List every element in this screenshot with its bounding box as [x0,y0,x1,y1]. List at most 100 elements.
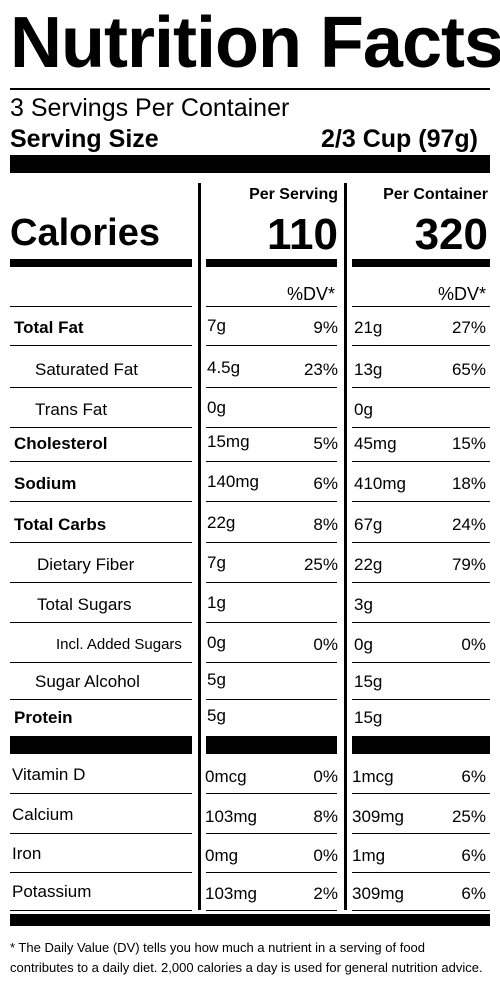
container-dv: 25% [451,807,486,826]
container-amount: 15g [354,672,383,691]
container-dv: 0% [461,635,486,654]
container-amount: 15g [354,708,383,727]
container-dv: 79% [451,555,486,574]
container-dv: 65% [451,360,486,379]
row-divider [10,872,192,873]
row-divider [352,501,490,502]
row-divider [10,699,192,700]
nutrient-label: Cholesterol [14,434,108,453]
nutrient-label: Total Carbs [14,515,107,534]
serving-dv: 8% [313,807,338,826]
serving-amount: 15mg [207,432,250,451]
serving-amount: 0g [207,633,226,652]
per-serving-header: Per Serving [249,186,338,203]
serving-dv: 5% [313,434,338,453]
serving-dv: 23% [303,360,338,379]
container-amount: 1mcg [352,767,394,786]
row-divider [10,387,192,388]
serving-amount: 0g [207,398,226,417]
serving-dv: 25% [303,555,338,574]
serving-dv: 0% [313,767,338,786]
container-amount: 309mg [352,807,404,826]
row-divider [206,833,337,834]
container-dv: 18% [451,474,486,493]
row-divider [10,582,192,583]
container-amount: 67g [354,515,383,534]
row-divider [10,501,192,502]
vitamin-divider [10,736,192,754]
dv-header-serving: %DV* [286,284,335,304]
row-divider [206,542,337,543]
container-amount: 1mg [352,846,386,865]
vitamin-label: Iron [12,844,42,863]
row-divider [10,345,192,346]
container-amount: 45mg [354,434,397,453]
calories-per-serving: 110 [267,210,338,259]
serving-amount: 103mg [205,884,257,903]
serving-amount: 7g [207,316,226,335]
serving-amount: 5g [207,670,226,689]
row-divider [206,582,337,583]
row-divider [10,833,192,834]
container-amount: 410mg [354,474,406,493]
container-dv: 27% [451,318,486,337]
row-divider [352,582,490,583]
row-divider [10,542,192,543]
serving-amount: 140mg [207,472,259,491]
row-divider [10,427,192,428]
serving-size-value: 2/3 Cup (97g) [321,125,478,153]
row-divider [206,910,337,911]
row-divider [206,622,337,623]
row-divider [10,662,192,663]
row-divider [10,306,192,307]
container-amount: 13g [354,360,383,379]
row-divider [352,622,490,623]
dv-header-container: %DV* [437,284,486,304]
nutrient-label: Saturated Fat [35,360,139,379]
serving-dv: 6% [313,474,338,493]
row-divider [206,662,337,663]
serving-dv: 8% [313,515,338,534]
container-amount: 3g [354,595,373,614]
serving-dv: 0% [313,635,338,654]
row-divider [352,542,490,543]
row-divider [352,306,490,307]
vitamin-divider [352,736,490,754]
calories-bar [10,259,192,267]
serving-amount: 0mg [205,846,239,865]
row-divider [206,872,337,873]
vitamin-label: Calcium [12,805,74,824]
serving-dv: 9% [313,318,338,337]
thick-divider [10,914,490,926]
serving-amount: 7g [207,553,226,572]
row-divider [206,501,337,502]
container-dv: 24% [451,515,486,534]
calories-label: Calories [10,212,160,254]
serving-dv: 0% [313,846,338,865]
container-amount: 0g [354,635,373,654]
nutrient-label: Sugar Alcohol [35,672,140,691]
row-divider [206,699,337,700]
row-divider [10,910,192,911]
thick-divider [10,155,490,173]
nutrient-label: Incl. Added Sugars [56,636,182,653]
container-dv: 6% [461,767,486,786]
column-separator [198,183,201,910]
calories-bar [206,259,337,267]
column-separator [344,183,347,910]
row-divider [206,387,337,388]
serving-dv: 2% [313,884,338,903]
label-title: Nutrition Facts [10,3,500,83]
row-divider [352,387,490,388]
row-divider [352,461,490,462]
serving-amount: 103mg [205,807,257,826]
row-divider [10,793,192,794]
nutrient-label: Dietary Fiber [37,555,135,574]
per-container-header: Per Container [383,186,488,203]
container-amount: 0g [354,400,373,419]
row-divider [352,872,490,873]
serving-amount: 1g [207,593,226,612]
vitamin-label: Potassium [12,882,92,901]
row-divider [352,345,490,346]
row-divider [10,461,192,462]
